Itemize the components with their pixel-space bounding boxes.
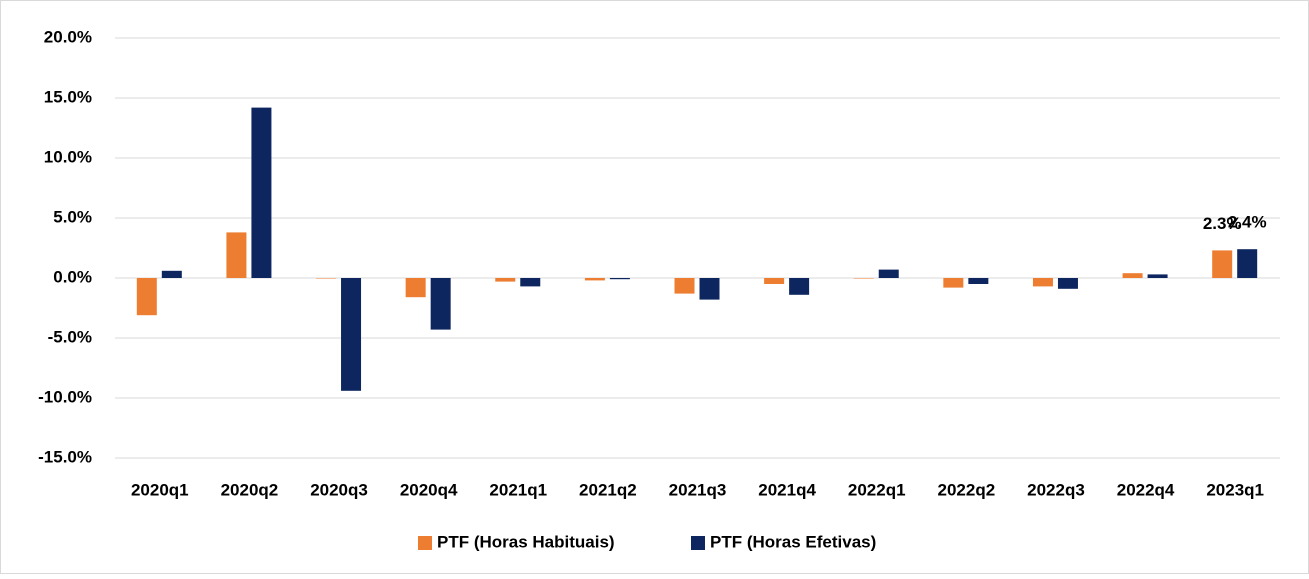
x-tick-label: 2021q2 (579, 480, 637, 499)
x-tick-label: 2021q4 (758, 480, 816, 499)
y-tick-label: -10.0% (38, 387, 92, 406)
x-tick-label: 2021q3 (669, 480, 727, 499)
x-tick-label: 2020q3 (310, 480, 368, 499)
bar (764, 278, 785, 284)
x-tick-label: 2020q4 (400, 480, 458, 499)
bar (789, 278, 810, 295)
bar (251, 107, 272, 278)
x-tick-label: 2022q2 (938, 480, 996, 499)
x-tick-label: 2020q1 (131, 480, 189, 499)
bar (341, 278, 362, 391)
bar (584, 278, 605, 281)
legend-swatch (418, 536, 432, 550)
bar (430, 278, 451, 330)
x-tick-label: 2023q1 (1206, 480, 1264, 499)
data-label: 2.4% (1228, 213, 1267, 232)
x-tick-label: 2021q1 (489, 480, 547, 499)
bar (674, 278, 695, 294)
bar (161, 270, 182, 278)
legend-label: PTF (Horas Efetivas) (710, 532, 876, 551)
bar (609, 278, 630, 280)
x-tick-label: 2020q2 (221, 480, 279, 499)
x-tick-label: 2022q3 (1027, 480, 1085, 499)
x-tick-label: 2022q1 (848, 480, 906, 499)
bar (1147, 274, 1168, 278)
bar (853, 278, 874, 279)
bar (1237, 249, 1258, 278)
bar (943, 278, 964, 288)
y-tick-label: 5.0% (53, 207, 92, 226)
y-tick-label: 15.0% (44, 87, 92, 106)
y-tick-label: 0.0% (53, 267, 92, 286)
y-tick-label: 20.0% (44, 27, 92, 46)
bar (968, 278, 989, 284)
bar (878, 269, 899, 278)
bar (1057, 278, 1078, 289)
bar (520, 278, 541, 287)
y-tick-label: -15.0% (38, 447, 92, 466)
bar (1032, 278, 1053, 287)
bar (1122, 273, 1143, 278)
bar (495, 278, 516, 282)
bar (226, 232, 247, 278)
y-tick-label: -5.0% (48, 327, 92, 346)
bar (136, 278, 157, 316)
data-label: 2.3% (1203, 214, 1242, 233)
legend-label: PTF (Horas Habituais) (437, 532, 615, 551)
bar (405, 278, 426, 298)
bar (1212, 250, 1233, 278)
legend-swatch (691, 536, 705, 550)
bar (699, 278, 720, 300)
bar (316, 278, 337, 279)
x-tick-label: 2022q4 (1117, 480, 1175, 499)
y-tick-label: 10.0% (44, 147, 92, 166)
